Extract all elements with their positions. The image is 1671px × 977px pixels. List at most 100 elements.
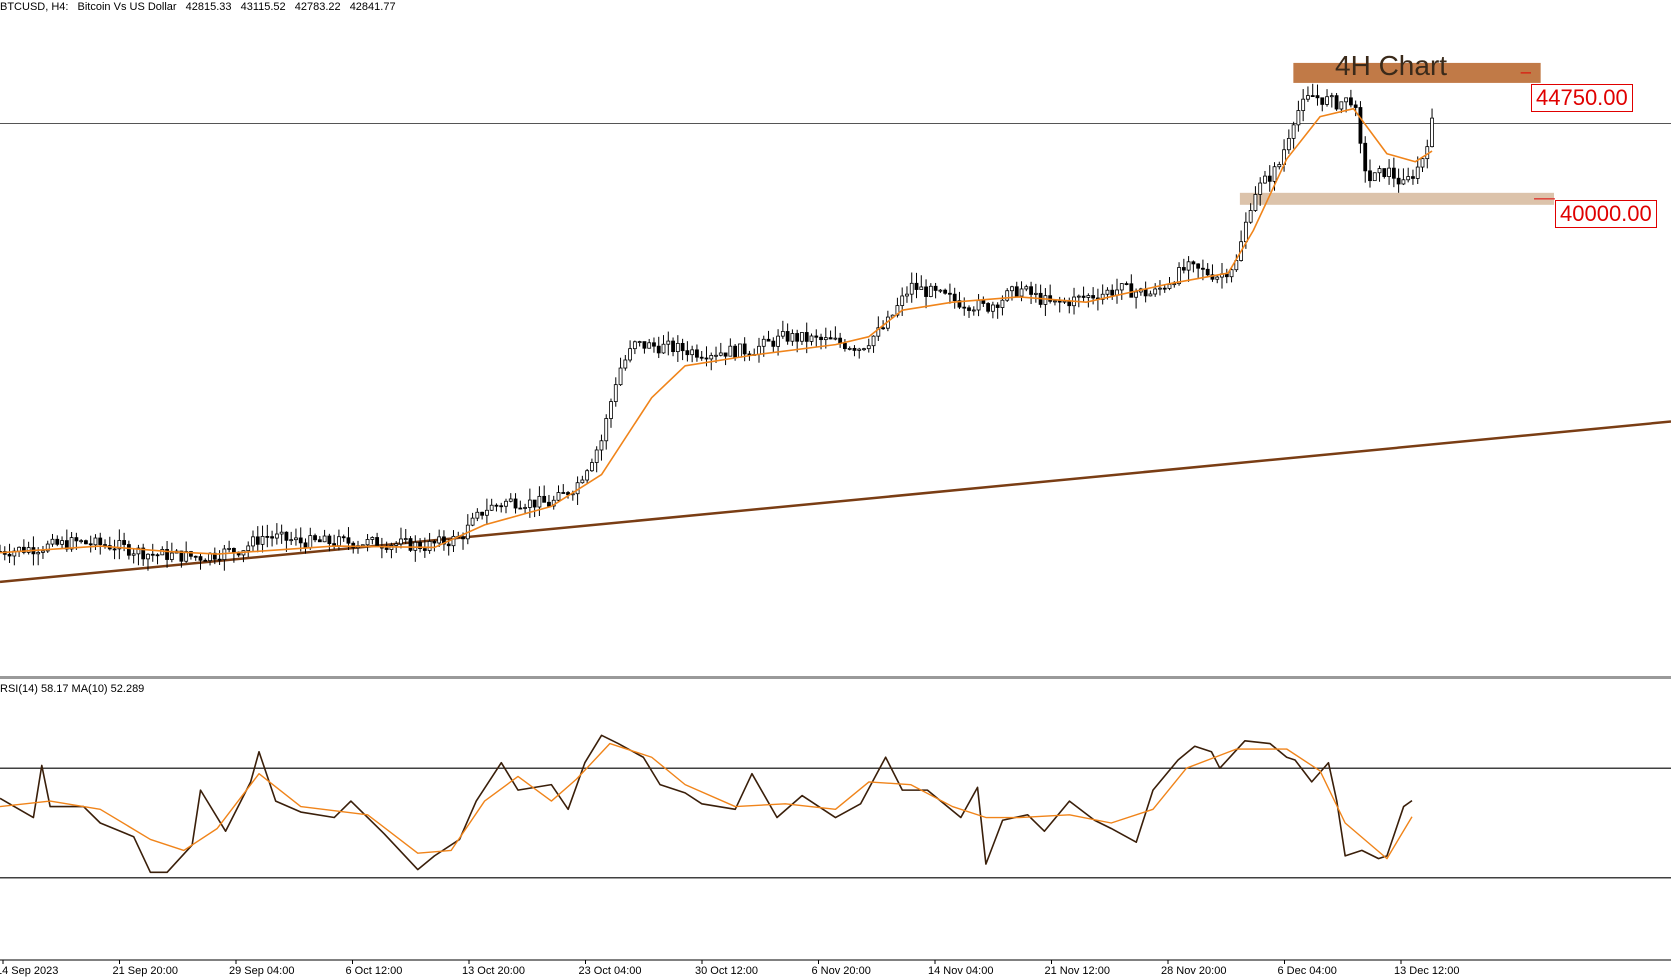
candle (351, 541, 356, 554)
candle-body (150, 553, 155, 556)
candle-body (1267, 175, 1272, 182)
candle (1315, 84, 1320, 106)
candle-body (1153, 288, 1158, 295)
candle-body (876, 327, 881, 337)
candle (408, 536, 413, 552)
candle (1100, 284, 1105, 305)
candle (866, 338, 871, 353)
candle (995, 302, 1000, 319)
candle-body (943, 289, 948, 294)
candle (12, 547, 17, 566)
candle-body (308, 535, 313, 549)
rsi-label: RSI(14) 58.17 MA(10) 52.289 (0, 683, 145, 695)
candle (971, 306, 976, 316)
candle (98, 532, 103, 555)
candle (470, 512, 475, 527)
candle (862, 347, 866, 352)
resistance-zone (1293, 62, 1541, 83)
candle (905, 286, 909, 303)
candle (279, 524, 284, 544)
candle (1086, 293, 1091, 308)
candle (599, 434, 604, 461)
candle-body (50, 538, 55, 545)
candle (843, 339, 847, 352)
candle (957, 291, 962, 310)
candle-body (131, 553, 136, 556)
candle-body (599, 440, 604, 451)
candle-body (542, 495, 547, 503)
candle-body (742, 343, 747, 355)
candle-body (1310, 95, 1315, 97)
candle-body (413, 541, 418, 551)
candle-body (690, 349, 695, 356)
candle (1329, 92, 1334, 108)
candle-body (1172, 283, 1177, 286)
candle-body (337, 536, 341, 547)
candle-body (656, 345, 661, 354)
candle-body (814, 335, 819, 338)
candle-body (360, 544, 365, 547)
candle-body (1353, 104, 1358, 108)
candle-body (1258, 182, 1263, 195)
candle-body (1033, 292, 1038, 295)
candle (260, 525, 265, 553)
candle (1320, 97, 1325, 112)
candle (604, 414, 609, 450)
candle-body (169, 552, 174, 560)
candle-body (270, 536, 274, 539)
candle (489, 498, 494, 511)
candle (690, 345, 695, 363)
candle-body (628, 348, 633, 361)
candle (308, 527, 313, 550)
candle (203, 558, 208, 562)
candle (427, 532, 432, 554)
candle (84, 539, 88, 545)
candle-body (714, 354, 718, 357)
candle-body (189, 551, 193, 557)
ohlc-close: 42841.77 (349, 1, 396, 13)
candle (270, 530, 274, 547)
candle-body (1076, 295, 1081, 298)
candle (112, 539, 117, 560)
time-tick-label: 6 Dec 04:00 (1278, 965, 1337, 977)
candle-body (833, 337, 838, 340)
chart-header: BTCUSD, H4: Bitcoin Vs US Dollar 42815.3… (0, 0, 402, 14)
candle (1029, 281, 1033, 304)
candle (1153, 283, 1158, 297)
candle (757, 337, 761, 363)
candle-body (532, 499, 537, 508)
candle-body (1296, 110, 1301, 126)
candle (222, 544, 227, 571)
candle-body (375, 537, 380, 548)
candle (1024, 284, 1029, 292)
candle-body (800, 332, 804, 342)
candle (871, 335, 876, 353)
candle-body (1387, 167, 1391, 177)
time-tick-label: 21 Nov 12:00 (1045, 965, 1110, 977)
candle-body (1105, 289, 1110, 295)
candle-body (494, 504, 499, 507)
candle-body (88, 543, 93, 546)
candle-body (1119, 283, 1124, 291)
candle-body (1301, 98, 1306, 111)
candle-body (117, 540, 122, 550)
candle (556, 485, 561, 502)
candle (403, 529, 408, 544)
candle-body (1272, 166, 1277, 182)
candle (165, 540, 169, 568)
candle-body (403, 538, 408, 540)
candle (952, 287, 957, 309)
candle-body (1086, 295, 1091, 298)
candle-body (1196, 263, 1201, 269)
candle (1372, 172, 1377, 182)
candle-body (1181, 267, 1186, 271)
candle-body (1005, 290, 1010, 301)
candle (1043, 288, 1048, 316)
candle (685, 341, 690, 362)
candle-body (632, 341, 637, 350)
candle-body (909, 282, 914, 295)
candle (1196, 263, 1201, 279)
candle (1091, 287, 1096, 305)
